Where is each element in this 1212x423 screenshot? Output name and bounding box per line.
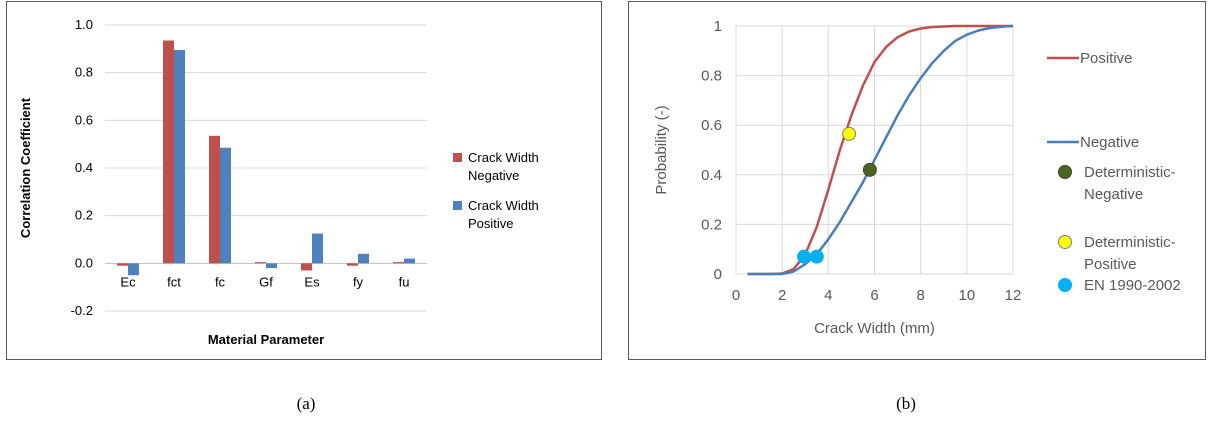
x-tick-label: 10: [958, 287, 975, 304]
legend-label: Deterministic-Positive: [1084, 234, 1176, 273]
x-tick-label: Es: [304, 274, 320, 289]
caption-a: (a): [296, 394, 316, 413]
marker-point: [862, 162, 877, 177]
chart-b-frame: 0 2 4 6 8 10 12 1 0.8 0.6 0.4 0.2 0 Probability (-) Cr…: [628, 1, 1206, 360]
marker-point: [842, 126, 857, 141]
x-axis-title: Crack Width (mm): [814, 320, 935, 337]
correlation-bar-chart: 1.0 0.8 0.6 0.4 0.2 0.0 -0.2 Ec fct fc Gf Es fy fu Cor…: [18, 17, 539, 347]
legend-marker: [1058, 278, 1072, 292]
bar: [255, 262, 266, 264]
bar: [347, 263, 358, 266]
x-tick-label: 2: [778, 287, 786, 304]
chart-a-frame: 1.0 0.8 0.6 0.4 0.2 0.0 -0.2 Ec fct fc Gf Es fy fu Cor…: [6, 1, 602, 360]
bar: [128, 263, 139, 276]
y-tick-label: 0: [714, 266, 722, 283]
legend-swatch: [453, 153, 462, 162]
y-tick-label: 0.6: [75, 112, 93, 127]
x-tick-label: Gf: [259, 274, 273, 289]
legend-marker: [1058, 165, 1072, 179]
y-tick-label: 0.8: [701, 68, 722, 85]
x-axis-title: Material Parameter: [208, 332, 324, 347]
x-tick-label: fy: [353, 274, 364, 289]
x-tick-label: Ec: [120, 274, 136, 289]
caption-b: (b): [896, 394, 916, 413]
y-axis-title: Probability (-): [653, 105, 670, 194]
bar: [117, 263, 128, 266]
x-tick-label: 8: [916, 287, 924, 304]
legend-marker: [1058, 235, 1072, 249]
legend-swatch: [453, 201, 462, 210]
legend-label: Negative: [1080, 134, 1139, 151]
bar: [266, 263, 277, 269]
bar: [209, 135, 220, 264]
bar: [301, 263, 312, 271]
bar: [358, 253, 369, 264]
y-tick-label: 0.4: [75, 160, 93, 175]
y-tick-label: -0.2: [71, 303, 93, 318]
y-tick-label: 0.0: [75, 255, 93, 270]
x-tick-label: fct: [167, 274, 181, 289]
bar: [393, 262, 404, 264]
x-tick-label: 6: [870, 287, 878, 304]
series-line-negative: [747, 24, 1014, 276]
y-tick-label: 1.0: [75, 17, 93, 32]
x-tick-label: fc: [215, 274, 226, 289]
legend-label: EN 1990-2002: [1084, 277, 1181, 294]
bar: [163, 40, 174, 264]
x-tick-label: 0: [732, 287, 740, 304]
x-tick-label: 12: [1005, 287, 1022, 304]
marker-point: [797, 249, 812, 264]
x-tick-label: fu: [399, 274, 410, 289]
y-tick-label: 1: [714, 18, 722, 35]
bar: [312, 233, 323, 264]
bar: [174, 50, 185, 264]
y-tick-label: 0.2: [701, 216, 722, 233]
legend-label: Crack Width Positive: [468, 198, 539, 231]
bar: [404, 258, 415, 264]
legend-label: Crack Width Negative: [468, 150, 539, 183]
y-tick-label: 0.2: [75, 208, 93, 223]
y-axis-title: Correlation Coefficient: [18, 97, 33, 238]
marker-point: [809, 249, 824, 264]
probability-line-chart: 0 2 4 6 8 10 12 1 0.8 0.6 0.4 0.2 0 Probability (-) Cr…: [653, 18, 1181, 337]
y-tick-label: 0.4: [701, 167, 722, 184]
bar: [220, 147, 231, 264]
legend-label: Deterministic-Negative: [1084, 164, 1176, 203]
series-line-positive: [747, 24, 1013, 276]
legend-label: Positive: [1080, 50, 1133, 67]
y-tick-label: 0.8: [75, 65, 93, 80]
y-tick-label: 0.6: [701, 117, 722, 134]
x-tick-label: 4: [824, 287, 832, 304]
